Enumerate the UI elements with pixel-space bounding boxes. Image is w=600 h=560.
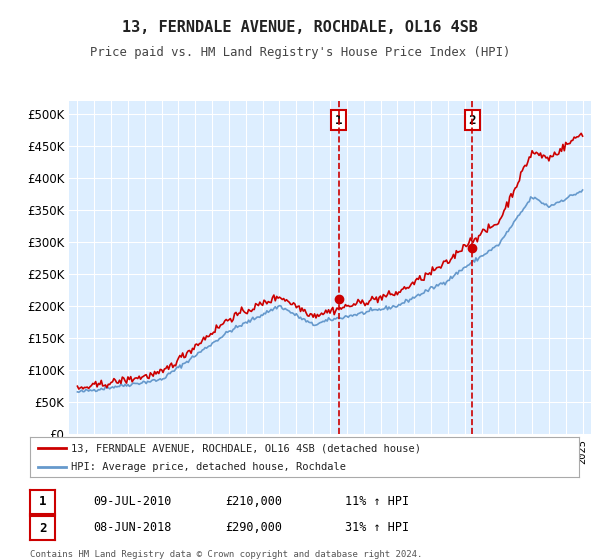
Text: 1: 1 [335, 114, 343, 127]
Text: 13, FERNDALE AVENUE, ROCHDALE, OL16 4SB: 13, FERNDALE AVENUE, ROCHDALE, OL16 4SB [122, 20, 478, 35]
Text: Price paid vs. HM Land Registry's House Price Index (HPI): Price paid vs. HM Land Registry's House … [90, 46, 510, 59]
Text: 13, FERNDALE AVENUE, ROCHDALE, OL16 4SB (detached house): 13, FERNDALE AVENUE, ROCHDALE, OL16 4SB … [71, 443, 421, 453]
Text: £210,000: £210,000 [225, 494, 282, 508]
Text: 1: 1 [39, 495, 46, 508]
Text: 08-JUN-2018: 08-JUN-2018 [93, 521, 172, 534]
Text: 2: 2 [469, 114, 476, 127]
Text: Contains HM Land Registry data © Crown copyright and database right 2024.
This d: Contains HM Land Registry data © Crown c… [30, 550, 422, 560]
Text: 11% ↑ HPI: 11% ↑ HPI [345, 494, 409, 508]
Text: 31% ↑ HPI: 31% ↑ HPI [345, 521, 409, 534]
Text: HPI: Average price, detached house, Rochdale: HPI: Average price, detached house, Roch… [71, 463, 346, 473]
Text: 09-JUL-2010: 09-JUL-2010 [93, 494, 172, 508]
Text: £290,000: £290,000 [225, 521, 282, 534]
Text: 2: 2 [39, 521, 46, 535]
